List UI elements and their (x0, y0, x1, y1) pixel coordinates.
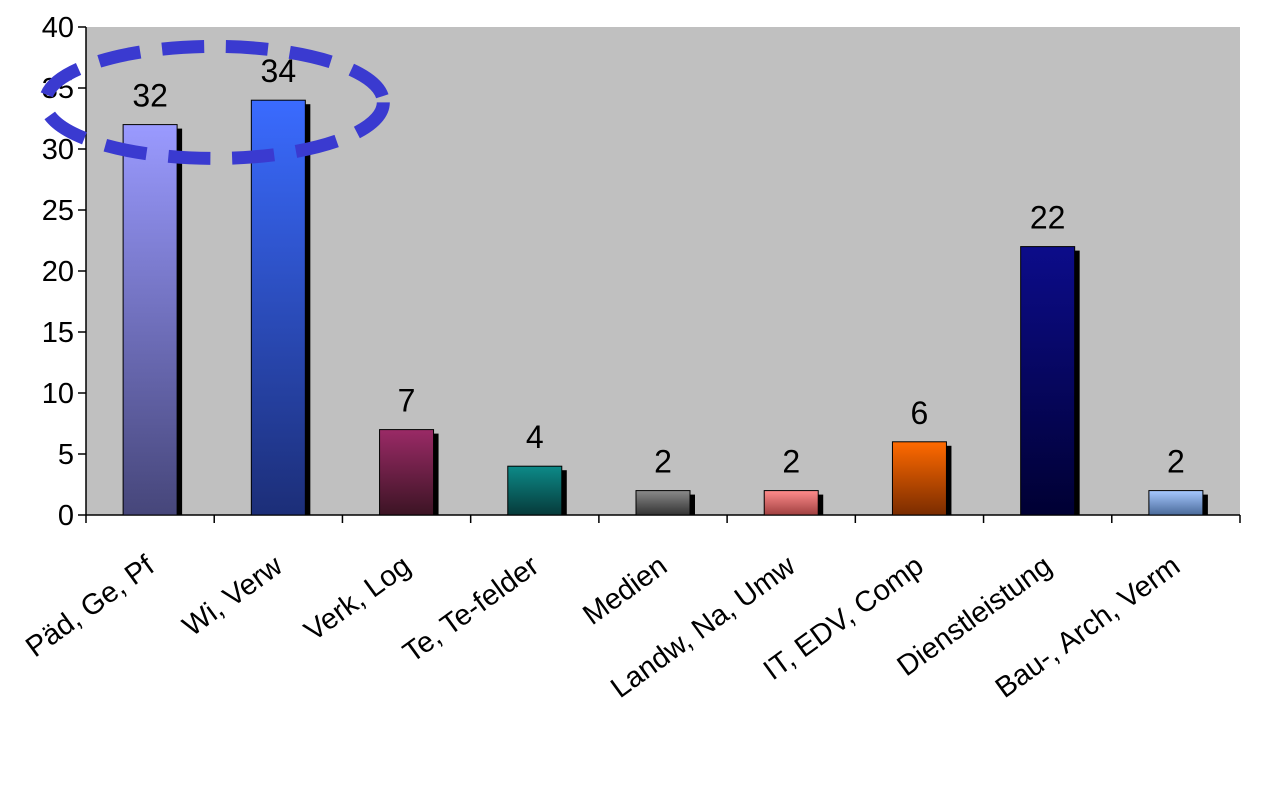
y-tick-label: 10 (42, 378, 74, 410)
bar (763, 490, 819, 516)
y-tick-label: 40 (42, 12, 74, 44)
data-label: 32 (132, 78, 168, 114)
bar (250, 99, 306, 516)
annotation-layer (38, 39, 390, 165)
bar (507, 465, 563, 516)
y-tick-label: 25 (42, 195, 74, 227)
bar (379, 429, 435, 516)
data-label: 34 (261, 53, 297, 89)
y-tick-label: 0 (58, 500, 74, 532)
x-tick-label: Verk, Log (299, 550, 417, 648)
data-label: 2 (654, 444, 672, 480)
x-tick-label: Päd, Ge, Pf (20, 549, 161, 664)
bar (635, 490, 691, 516)
highlight-ellipse (38, 39, 390, 165)
bar (1020, 246, 1076, 516)
data-label: 6 (911, 395, 929, 431)
y-tick-label: 30 (42, 134, 74, 166)
data-label: 2 (1167, 444, 1185, 480)
bar (122, 124, 178, 516)
bars (122, 99, 1208, 516)
data-label: 22 (1030, 200, 1066, 236)
bar (891, 441, 947, 516)
x-tick-label: Medien (577, 550, 673, 632)
x-tick-label: Te, Te-felder (397, 550, 545, 670)
data-label: 7 (398, 383, 416, 419)
bar (1148, 490, 1204, 516)
y-tick-label: 20 (42, 256, 74, 288)
data-label: 2 (782, 444, 800, 480)
y-tick-label: 15 (42, 317, 74, 349)
data-label: 4 (526, 419, 544, 455)
x-tick-label: Wi, Verw (177, 549, 289, 643)
y-tick-label: 5 (58, 439, 74, 471)
